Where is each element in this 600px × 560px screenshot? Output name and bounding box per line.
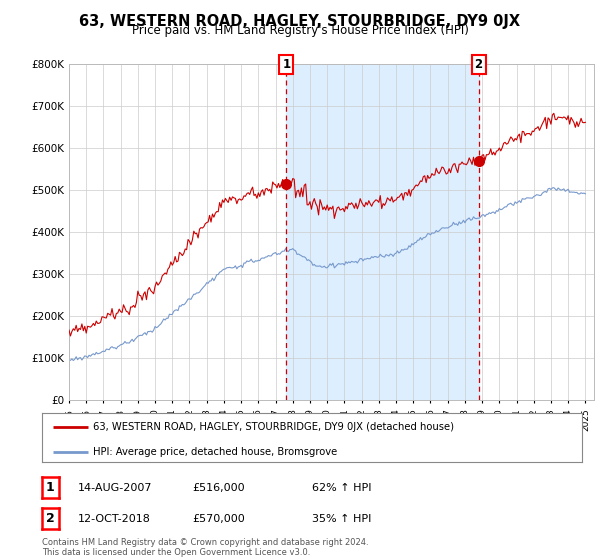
Text: 63, WESTERN ROAD, HAGLEY, STOURBRIDGE, DY9 0JX (detached house): 63, WESTERN ROAD, HAGLEY, STOURBRIDGE, D… (94, 422, 454, 432)
Text: £516,000: £516,000 (192, 483, 245, 493)
Text: Price paid vs. HM Land Registry's House Price Index (HPI): Price paid vs. HM Land Registry's House … (131, 24, 469, 37)
Text: Contains HM Land Registry data © Crown copyright and database right 2024.
This d: Contains HM Land Registry data © Crown c… (42, 538, 368, 557)
Text: 1: 1 (282, 58, 290, 71)
Text: 12-OCT-2018: 12-OCT-2018 (78, 514, 151, 524)
Text: 35% ↑ HPI: 35% ↑ HPI (312, 514, 371, 524)
Text: 14-AUG-2007: 14-AUG-2007 (78, 483, 152, 493)
Bar (286, 64, 479, 400)
Text: 2: 2 (475, 58, 482, 71)
Text: £570,000: £570,000 (192, 514, 245, 524)
Text: 2: 2 (46, 512, 55, 525)
Text: 1: 1 (46, 481, 55, 494)
Text: 62% ↑ HPI: 62% ↑ HPI (312, 483, 371, 493)
Text: 63, WESTERN ROAD, HAGLEY, STOURBRIDGE, DY9 0JX: 63, WESTERN ROAD, HAGLEY, STOURBRIDGE, D… (79, 14, 521, 29)
Text: HPI: Average price, detached house, Bromsgrove: HPI: Average price, detached house, Brom… (94, 447, 338, 457)
